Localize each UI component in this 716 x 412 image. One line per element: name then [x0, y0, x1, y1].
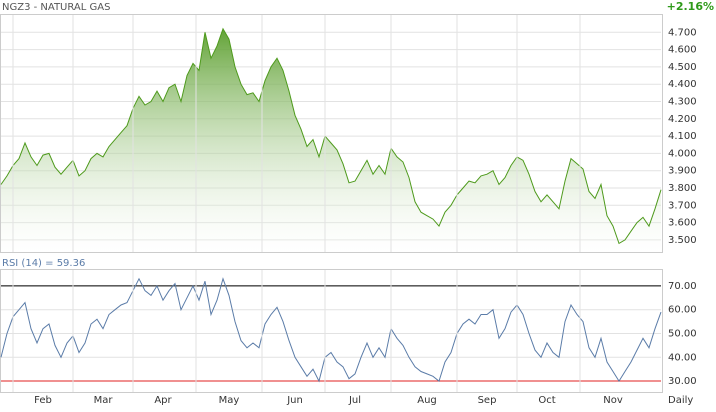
- x-tick-label: Mar: [94, 395, 114, 406]
- y-tick-label: 4.300: [668, 96, 697, 107]
- y-tick-label: 4.500: [668, 62, 697, 73]
- x-tick-label: Apr: [154, 395, 172, 406]
- y-tick-label: 3.900: [668, 166, 697, 177]
- price-line: [0, 27, 662, 245]
- x-tick-label: Sep: [478, 395, 497, 406]
- y-tick-label: 3.600: [668, 218, 697, 229]
- y-tick-label: 3.800: [668, 183, 697, 194]
- x-tick-label: Feb: [34, 395, 52, 406]
- x-tick-label: Jul: [348, 395, 361, 406]
- price-area: [1, 28, 661, 252]
- y-tick-label: 4.000: [668, 148, 697, 159]
- y-tick-label: 4.700: [668, 27, 697, 38]
- change-label: +2.16%: [667, 0, 714, 13]
- y-tick-label: 4.200: [668, 114, 697, 125]
- x-axis-label: Daily: [668, 395, 693, 406]
- y-tick-label: 50.00: [668, 328, 697, 339]
- x-tick-label: Jun: [286, 395, 303, 406]
- y-tick-label: 4.100: [668, 131, 697, 142]
- y-tick-label: 3.700: [668, 200, 697, 211]
- y-tick-label: 70.00: [668, 281, 697, 292]
- y-tick-label: 4.600: [668, 45, 697, 56]
- y-tick-label: 40.00: [668, 352, 697, 363]
- y-tick-label: 30.00: [668, 376, 697, 387]
- x-tick-label: Nov: [603, 395, 623, 406]
- y-tick-label: 60.00: [668, 305, 697, 316]
- chart-title: NGZ3 - NATURAL GAS: [2, 2, 110, 13]
- x-tick-label: Oct: [538, 395, 555, 406]
- y-tick-label: 3.500: [668, 235, 697, 246]
- rsi-line: [0, 277, 662, 383]
- y-tick-label: 4.400: [668, 79, 697, 90]
- x-tick-label: Aug: [417, 395, 437, 406]
- x-tick-label: May: [219, 395, 240, 406]
- rsi-title: RSI (14) = 59.36: [2, 258, 85, 269]
- rsi-panel: [0, 269, 663, 393]
